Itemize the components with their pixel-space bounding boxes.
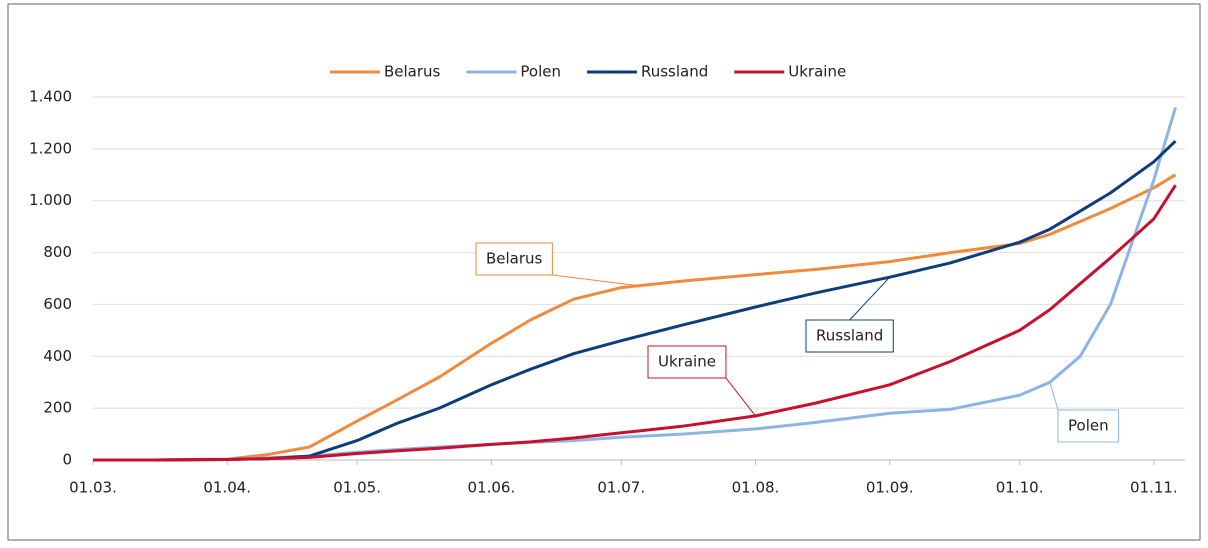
y-tick-label: 1.400 — [29, 88, 72, 106]
legend-label: Russland — [641, 63, 708, 81]
annotation-label: Polen — [1068, 417, 1109, 435]
y-tick-label: 800 — [43, 243, 72, 261]
series-line — [93, 173, 1177, 462]
x-tick-label: 01.04. — [203, 479, 251, 497]
annotation-leader — [1049, 382, 1059, 411]
y-tick-label: 1.200 — [29, 139, 72, 157]
y-tick-label: 1.000 — [29, 191, 72, 209]
annotation-label: Belarus — [486, 250, 543, 268]
x-tick-label: 01.07. — [597, 479, 645, 497]
y-tick-label: 200 — [43, 399, 72, 417]
annotation-leader — [725, 377, 756, 417]
y-tick-label: 0 — [62, 451, 72, 469]
frame — [7, 3, 1201, 541]
x-tick-label: 01.09. — [866, 479, 914, 497]
series-line — [93, 106, 1177, 462]
annotation-box — [475, 242, 553, 276]
annotation-box — [647, 345, 727, 379]
legend-label: Ukraine — [788, 63, 846, 81]
x-tick-label: 01.06. — [468, 479, 516, 497]
annotation-label: Russland — [816, 327, 883, 345]
y-tick-label: 600 — [43, 295, 72, 313]
annotation-label: Ukraine — [658, 353, 716, 371]
annotation-box — [805, 319, 894, 353]
annotation-leader — [552, 274, 639, 287]
x-tick-label: 01.11. — [1130, 479, 1178, 497]
x-tick-label: 01.03. — [69, 479, 117, 497]
annotation-leader — [849, 276, 891, 321]
legend-label: Belarus — [384, 63, 441, 81]
annotation-box — [1057, 409, 1120, 443]
x-tick-label: 01.08. — [732, 479, 780, 497]
x-tick-label: 01.05. — [333, 479, 381, 497]
series-line — [93, 184, 1177, 462]
series-line — [93, 140, 1177, 462]
x-tick-label: 01.10. — [996, 479, 1044, 497]
y-tick-label: 400 — [43, 347, 72, 365]
legend-label: Polen — [520, 63, 561, 81]
